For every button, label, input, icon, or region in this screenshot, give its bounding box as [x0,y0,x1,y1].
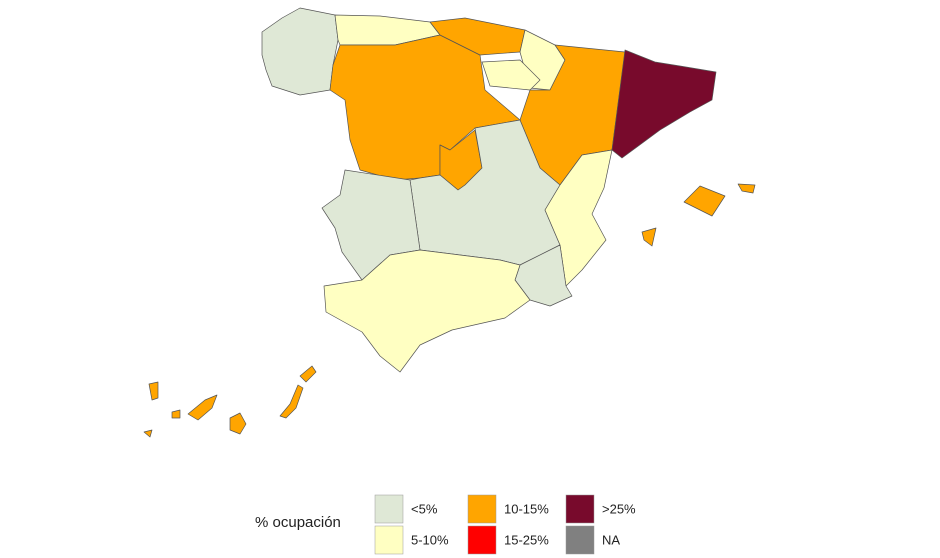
region [323,249,531,373]
region [171,409,181,419]
region [143,429,153,438]
legend-label: >25% [602,501,636,516]
legend-label: NA [602,532,620,547]
legend: % ocupación <5% 5-10% 10-15% 15-25% >25% NA [255,494,636,555]
legend-swatch [374,525,404,555]
legend-swatch [565,525,595,555]
region [261,7,339,96]
legend-swatch [467,525,497,555]
legend-label: 15-25% [504,532,549,547]
region [148,381,159,401]
legend-label: 10-15% [504,501,549,516]
region [544,149,613,287]
region [737,183,756,194]
region [641,227,657,247]
legend-swatch [565,494,595,524]
region [481,59,541,91]
legend-label: 5-10% [411,532,449,547]
legend-swatch [467,494,497,524]
legend-label: <5% [411,501,438,516]
legend-swatch [374,494,404,524]
region [299,365,317,383]
region [683,185,726,217]
region [229,412,247,435]
legend-title: % ocupación [255,514,341,531]
region [611,49,717,159]
regions [143,7,756,438]
region [321,169,421,281]
region [187,394,218,421]
region [279,384,304,419]
